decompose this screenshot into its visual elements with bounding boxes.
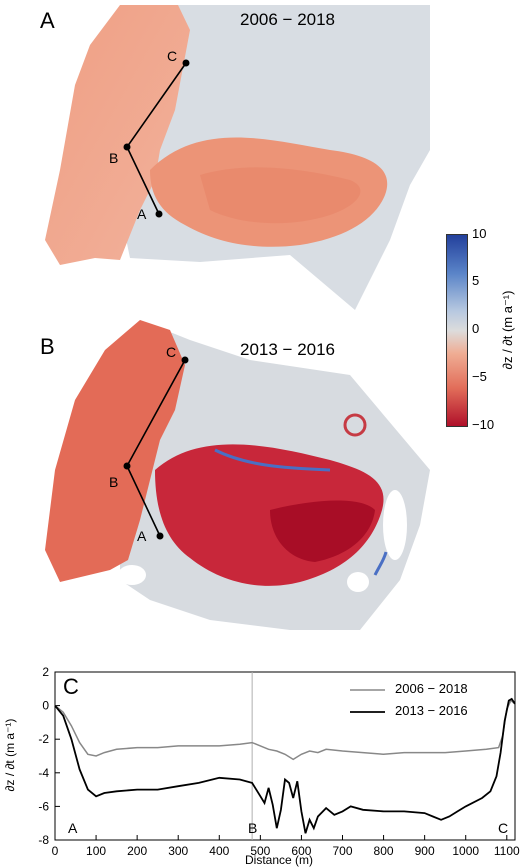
point-c-marker [182,59,190,67]
x-tick-label: 700 [332,844,352,858]
panel-letter: B [40,334,55,359]
point-c-marker [181,356,189,364]
x-tick-label: 400 [209,844,229,858]
point-label-a: A [137,528,147,544]
x-tick-label: 900 [415,844,435,858]
x-tick-label: 600 [291,844,311,858]
x-tick-label: 1000 [452,844,479,858]
profile-chart: 0 100 200 300 400 500 600 700 800 900 1000 1100 2 0 -2… [38,665,520,858]
series-line-0 [54,699,516,761]
map-a-glacier-core [200,167,361,224]
series-line-1 [54,697,516,834]
x-tick-label: 0 [52,844,59,858]
colorbar-tick: 0 [472,321,480,336]
map-b [45,320,430,630]
point-label-b: B [109,474,119,490]
legend [350,689,385,713]
x-tick-label: 1100 [494,844,520,858]
panel-title: 2013 − 2016 [240,340,336,359]
point-label-c: C [166,344,177,360]
map-a-left-fan [45,5,190,265]
colorbar: 10 5 0 −5 −10 ∂z / ∂t (m a⁻¹) [444,226,529,434]
legend-label: 2006 − 2018 [395,681,468,696]
y-tick-label: -6 [38,799,49,813]
point-b-marker [123,143,131,151]
map-b-blue-band [214,448,331,472]
x-tick-label: 200 [127,844,147,858]
point-label-a: A [137,206,147,222]
point-label-c: C [167,48,178,64]
panel-b: B 2013 − 2016 C B A [0,320,440,640]
map-b-left-fan [45,320,185,582]
panel-letter: C [63,674,79,699]
point-a-marker [156,532,164,540]
y-tick-label: 2 [42,665,49,679]
point-b-marker [123,462,131,470]
map-b-blue-band [373,551,388,576]
point-label-b: B [248,820,258,836]
colorbar-tick: 5 [472,273,480,288]
legend-label: 2013 − 2016 [395,703,468,718]
x-tick-label: 100 [86,844,106,858]
panel-letter: A [40,8,55,33]
panel-a: A 2006 − 2018 C B A [0,0,440,320]
map-b-red-ring [343,413,367,437]
panel-title: 2006 − 2018 [240,10,336,29]
map-b-glacier-core [270,500,375,562]
y-tick-label: -4 [38,766,49,780]
y-axis-label: ∂z / ∂t (m a⁻¹) [3,718,17,792]
y-tick-label: -2 [38,732,49,746]
colorbar-tick: −10 [472,417,495,432]
y-tick-label: -8 [38,833,49,847]
point-label-a: A [68,820,78,836]
x-axis-label: Distance (m) [245,853,314,867]
panel-c: 0 100 200 300 400 500 600 700 800 900 1000 1100 2 0 -2… [0,660,529,868]
point-label-c: C [498,820,509,836]
colorbar-label: ∂z / ∂t (m a⁻¹) [500,290,515,370]
x-tick-label: 800 [374,844,394,858]
colorbar-gradient [446,234,468,427]
colorbar-tick: 10 [472,226,487,241]
map-b-gap [347,572,369,592]
plot-frame [54,671,516,841]
point-label-b: B [109,150,119,166]
x-tick-label: 500 [250,844,270,858]
point-a-marker [155,210,163,218]
x-tick-label: 300 [168,844,188,858]
map-a [45,5,430,310]
map-b-gap [383,490,407,560]
y-tick-label: 0 [42,699,49,713]
colorbar-tick: −5 [472,369,487,384]
map-b-gap [118,565,146,585]
